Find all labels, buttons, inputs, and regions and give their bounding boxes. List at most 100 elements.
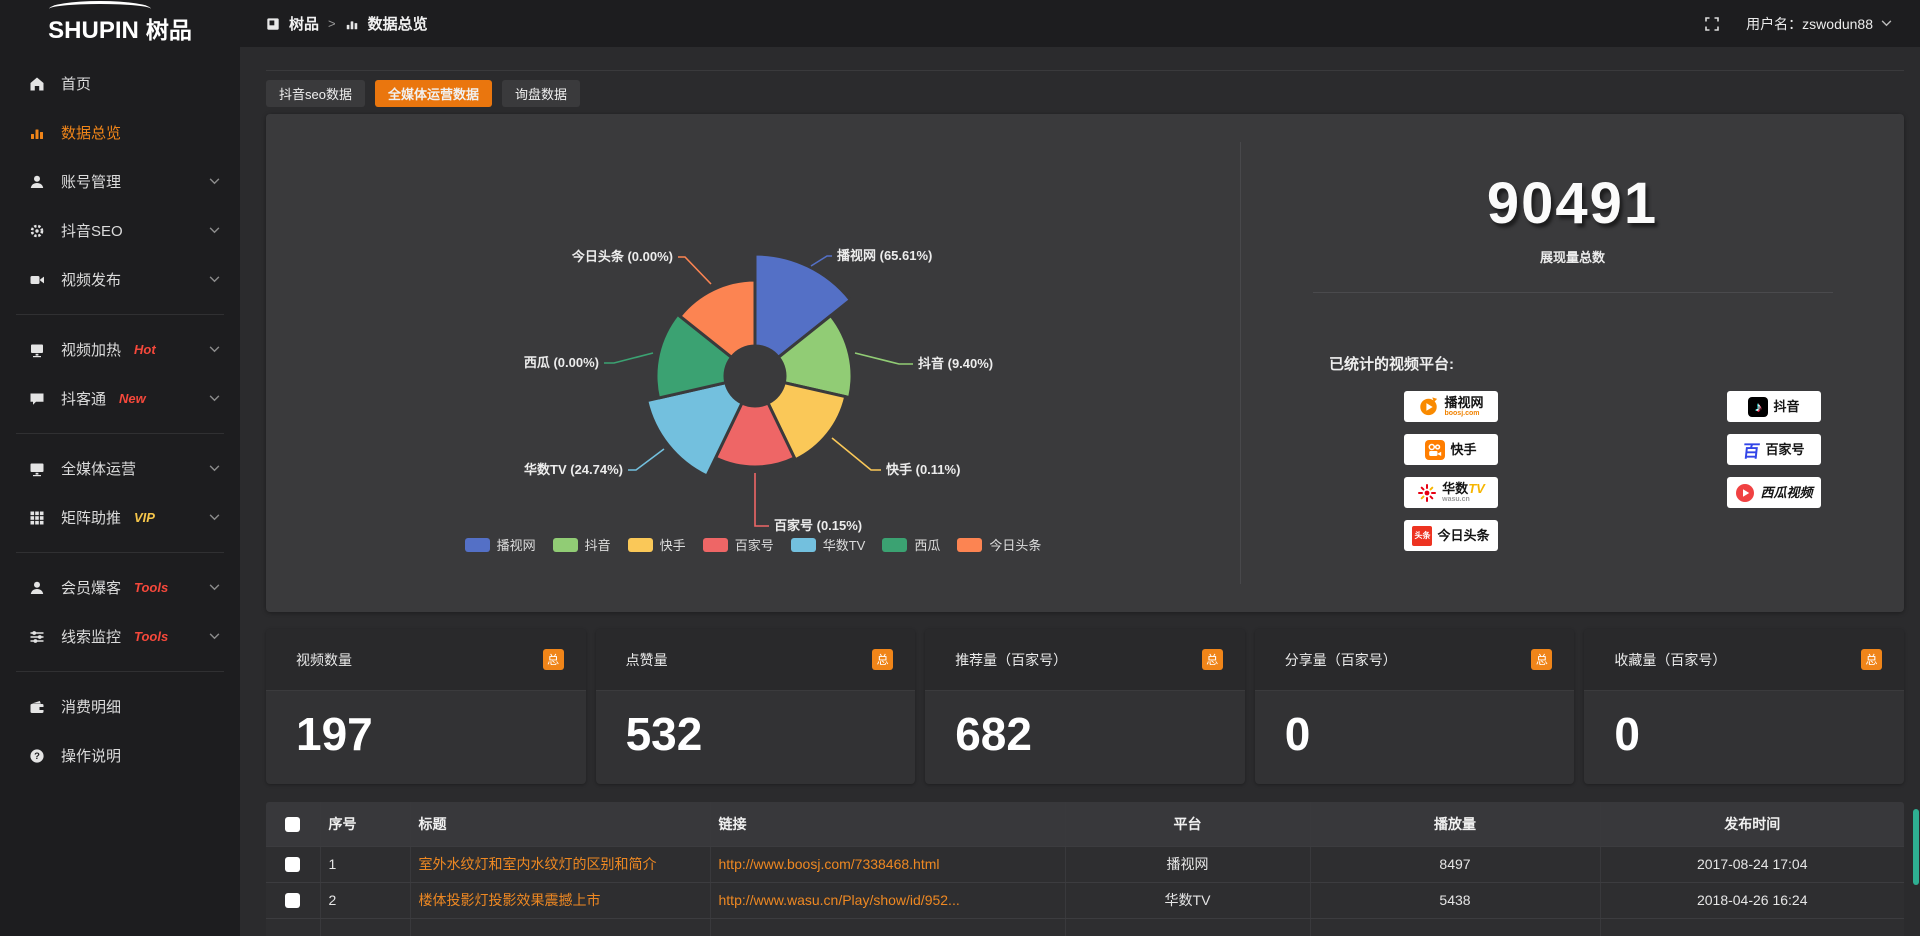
platform-badge-1-0[interactable]: 播视网 boosj.com: [1404, 391, 1498, 422]
sidebar-item-3[interactable]: 抖音SEO: [0, 206, 240, 255]
kuaishou-icon-wrap: [1425, 439, 1446, 460]
platform-badge-text: 快手: [1450, 443, 1476, 457]
total-badge[interactable]: 总: [872, 649, 894, 670]
platform-badge-2-2[interactable]: 西瓜视频: [1727, 477, 1821, 508]
sidebar-divider: [16, 671, 224, 672]
video-table: 序号 标题 链接 平台 播放量 发布时间 1 室外水纹灯和室内水纹灯的区别和简介 http://…: [266, 802, 1904, 936]
legend-item-3[interactable]: 百家号: [702, 535, 774, 554]
stat-card-1: 点赞量 总 532: [595, 629, 916, 784]
stat-card-value: 0: [1284, 708, 1311, 760]
sidebar-item-2[interactable]: 账号管理: [0, 157, 240, 206]
legend-item-0[interactable]: 播视网: [464, 535, 536, 554]
user-menu[interactable]: 用户名：zswodun88: [1746, 14, 1892, 34]
sidebar-item-10[interactable]: 线索监控 Tools: [0, 612, 240, 661]
empty-cell: [266, 918, 321, 936]
pie-slice-0[interactable]: [753, 252, 852, 359]
stat-card-2: 推荐量（百家号） 总 682: [925, 629, 1245, 784]
total-display-count: 90491: [1486, 171, 1659, 236]
scrollbar-thumb[interactable]: [1913, 809, 1919, 885]
sidebar-item-5[interactable]: 视频加热 Hot: [0, 325, 240, 374]
row-link-link[interactable]: http://www.wasu.cn/Play/show/id/952...: [718, 892, 960, 908]
table-row-partial[interactable]: [266, 918, 1904, 936]
platform-badge-1-1[interactable]: 快手: [1404, 434, 1498, 465]
pie-label-3: 百家号 (0.15%): [774, 518, 862, 533]
total-badge[interactable]: 总: [1201, 649, 1223, 670]
row-link-link[interactable]: http://www.boosj.com/7338468.html: [718, 856, 940, 872]
table-row-0[interactable]: 1 室外水纹灯和室内水纹灯的区别和简介 http://www.boosj.com/7…: [266, 846, 1904, 883]
row-link: http://www.wasu.cn/Play/show/id/952...: [710, 882, 1066, 919]
column-header: 链接: [710, 802, 1066, 847]
fullscreen-icon[interactable]: [1704, 16, 1720, 32]
sidebar-item-label: 操作说明: [61, 748, 122, 765]
overview-panel: 播视网 (65.61%) 抖音 (9.40%) 快手 (0.11%) 百家号 (0.1…: [266, 114, 1904, 612]
pie-label-line-1: [854, 352, 913, 365]
tab-0[interactable]: 抖音seo数据: [266, 80, 365, 107]
column-header: 平台: [1065, 802, 1311, 847]
chevron-down-icon: [209, 346, 220, 353]
legend-swatch: [702, 537, 728, 552]
row-checkbox[interactable]: [285, 893, 301, 909]
douyin-icon-wrap: ♪: [1748, 396, 1769, 417]
pie-slice-4[interactable]: [645, 381, 744, 478]
stat-card-title: 视频数量: [296, 651, 352, 668]
sidebar-item-1[interactable]: 数据总览: [0, 108, 240, 157]
tab-1[interactable]: 全媒体运营数据: [374, 80, 492, 107]
row-title-link[interactable]: 楼体投影灯投影效果震撼上市: [418, 892, 601, 908]
platform-badge-2-0[interactable]: ♪ 抖音: [1727, 391, 1821, 422]
logo-arc: [49, 0, 152, 17]
total-badge[interactable]: 总: [542, 649, 564, 670]
stat-card-header: 推荐量（百家号） 总: [925, 629, 1245, 691]
platform-badge-1-2[interactable]: 华数TV wasu.cn: [1404, 477, 1498, 508]
stat-card-title: 点赞量: [625, 651, 668, 668]
tab-2[interactable]: 询盘数据: [501, 80, 580, 107]
row-title-link[interactable]: 室外水纹灯和室内水纹灯的区别和简介: [418, 856, 657, 872]
app-icon: [266, 17, 280, 31]
row-checkbox[interactable]: [285, 857, 301, 873]
sidebar-item-8[interactable]: 矩阵助推 VIP: [0, 493, 240, 542]
sidebar-item-0[interactable]: 首页: [0, 59, 240, 108]
sidebar-item-11[interactable]: 消费明细: [0, 682, 240, 731]
legend-item-6[interactable]: 今日头条: [957, 535, 1041, 554]
legend-item-2[interactable]: 快手: [627, 535, 686, 554]
chevron-down-icon: [209, 276, 220, 283]
sidebar-item-label: 抖客通: [61, 391, 107, 408]
sidebar-item-12[interactable]: ? 操作说明: [0, 731, 240, 780]
table-row-1[interactable]: 2 楼体投影灯投影效果震撼上市 http://www.wasu.cn/Play/sh…: [266, 882, 1904, 919]
stat-card-4: 收藏量（百家号） 总 0: [1584, 629, 1904, 784]
legend-label: 百家号: [734, 538, 774, 553]
sidebar-nav: 首页 数据总览 账号管理 抖音SEO 视频发布视频加热 Hot 抖客通 New 全媒体运营 矩阵助…: [0, 59, 240, 780]
breadcrumb-root[interactable]: 树品: [289, 16, 320, 33]
legend-item-5[interactable]: 西瓜: [882, 535, 940, 554]
total-badge[interactable]: 总: [1860, 649, 1882, 670]
row-time: 2018-04-26 16:24: [1600, 882, 1904, 919]
platform-badge-2-1[interactable]: 百百家号: [1727, 434, 1821, 465]
total-badge[interactable]: 总: [1531, 649, 1553, 670]
row-no: 2: [320, 882, 411, 919]
pie-slice-5[interactable]: [654, 312, 734, 400]
legend-item-1[interactable]: 抖音: [552, 535, 611, 554]
screen-icon: [28, 342, 46, 358]
sidebar-item-4[interactable]: 视频发布: [0, 255, 240, 304]
sidebar-item-9[interactable]: 会员爆客 Tools: [0, 563, 240, 612]
pie-slice-1[interactable]: [776, 314, 854, 400]
table-header-row: 序号 标题 链接 平台 播放量 发布时间: [266, 802, 1904, 847]
wallet-icon: [28, 699, 46, 715]
pie-slice-6[interactable]: [678, 278, 757, 359]
pie-label-2: 快手 (0.11%): [886, 462, 960, 477]
chart-bar-icon: [28, 125, 46, 141]
select-all-checkbox[interactable]: [285, 817, 301, 833]
pie-label-line-4: [628, 448, 665, 471]
breadcrumb-separator: >: [328, 16, 336, 31]
legend-item-4[interactable]: 华数TV: [790, 535, 865, 554]
total-display-label: 展现量总数: [1539, 250, 1605, 265]
legend-label: 抖音: [584, 538, 611, 553]
sidebar-item-tag: Hot: [134, 342, 156, 357]
row-plays: 5438: [1310, 882, 1601, 919]
page-scrollbar[interactable]: [1912, 47, 1920, 936]
summary-divider: [1312, 292, 1833, 293]
sidebar-item-6[interactable]: 抖客通 New: [0, 374, 240, 423]
xigua-icon-wrap: [1735, 483, 1755, 503]
baijiahao-logo-icon: 百: [1742, 442, 1762, 461]
sidebar-item-7[interactable]: 全媒体运营: [0, 444, 240, 493]
platform-badge-1-3[interactable]: 头条 今日头条: [1404, 520, 1498, 551]
